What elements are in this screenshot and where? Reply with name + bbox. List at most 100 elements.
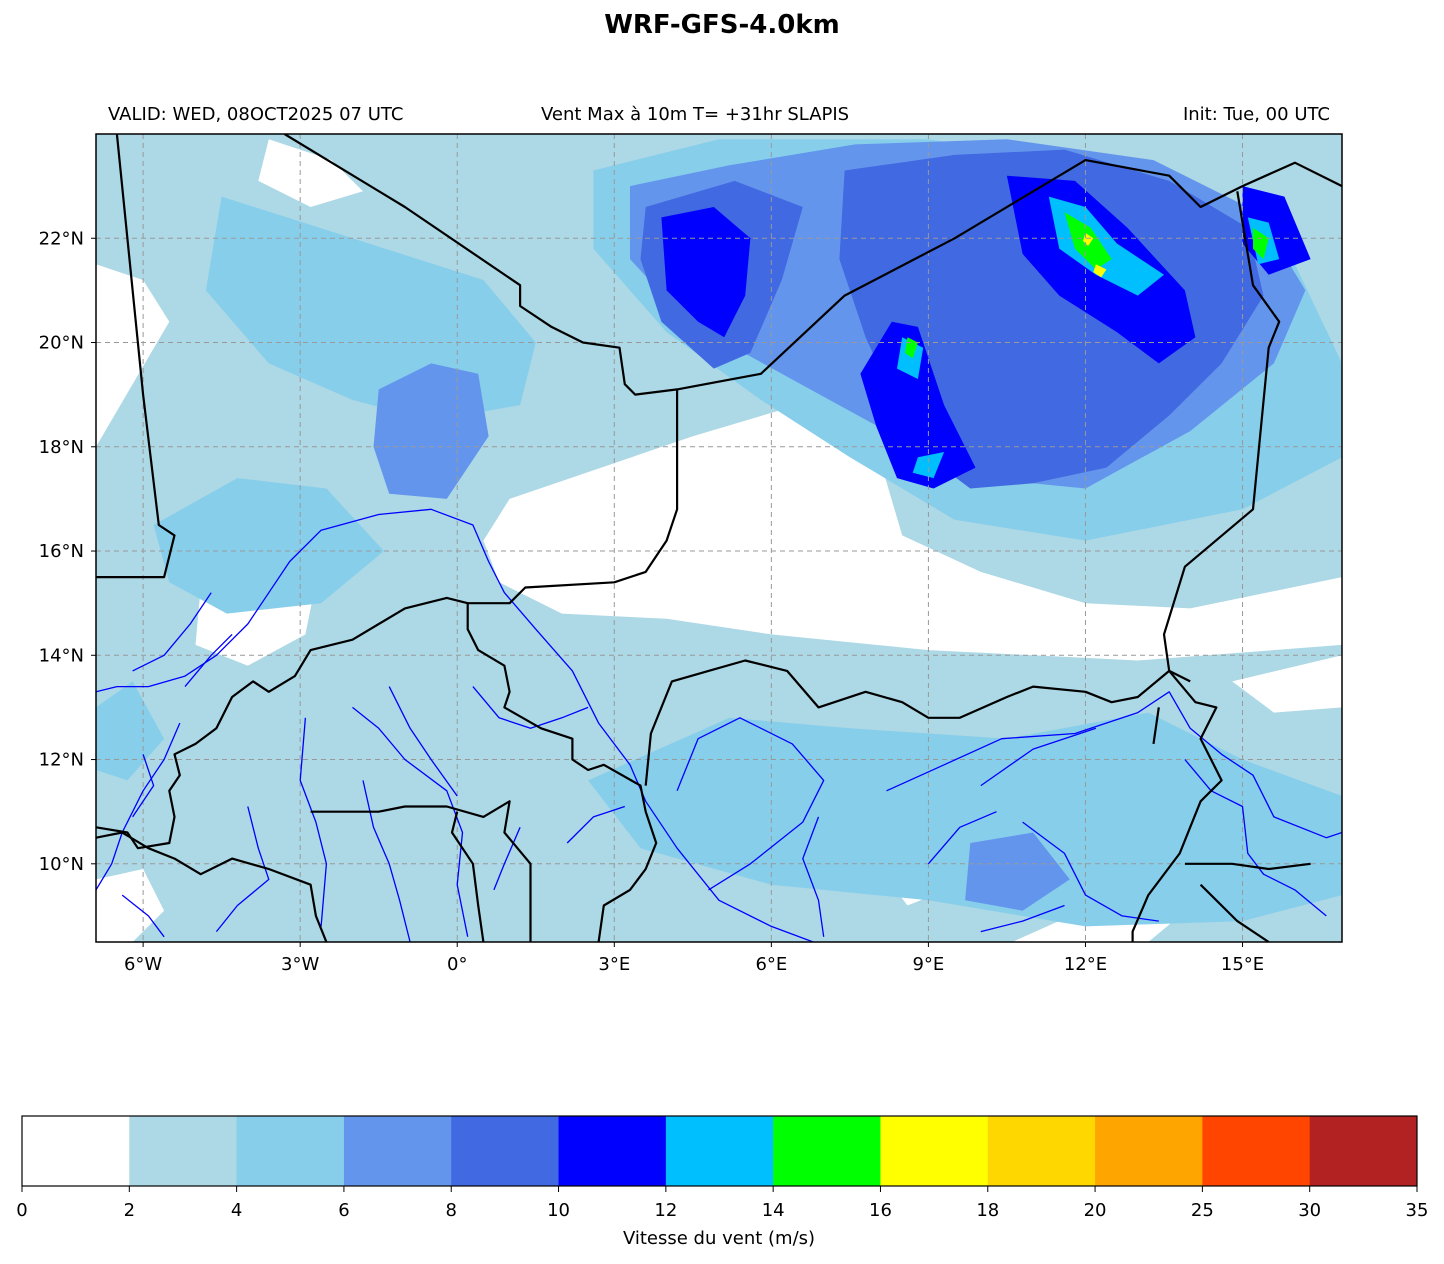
wind-band-12-14 <box>912 452 945 479</box>
wind-band-0-2 <box>258 139 363 207</box>
country-border <box>1199 883 1270 942</box>
map-frame <box>95 133 1343 943</box>
country-border <box>450 811 485 942</box>
country-border <box>1131 191 1281 942</box>
lon-tick-label: 6°W <box>124 954 162 975</box>
colorbar-tick-label: 0 <box>16 1200 27 1221</box>
axis-ticks: 6°W 3°W 0° 3°E 6°E 9°E 12°E 15°E 10°N 12°N 14°N 16°… <box>39 228 1265 975</box>
river-line <box>676 717 825 891</box>
wind-band-0-2 <box>96 264 170 447</box>
colorbar-segment <box>22 1116 130 1186</box>
river-line <box>927 811 997 865</box>
river-line <box>472 686 589 729</box>
country-border <box>96 389 679 850</box>
lon-tick-label: 15°E <box>1221 954 1264 975</box>
lat-tick-label: 10°N <box>39 854 84 875</box>
colorbar-segment <box>987 1116 1096 1186</box>
river-line <box>980 904 1065 933</box>
colorbar-tick-label: 2 <box>124 1200 135 1221</box>
river-line <box>493 827 521 891</box>
lat-tick-label: 12°N <box>39 750 84 771</box>
lon-tick-label: 3°E <box>598 954 630 975</box>
colorbar-segment <box>665 1116 774 1186</box>
lat-tick-label: 20°N <box>39 333 84 354</box>
wind-band-4-6 <box>96 681 165 781</box>
river-line <box>184 633 233 688</box>
river-line <box>132 592 212 672</box>
colorbar-segment <box>129 1116 238 1186</box>
river-line <box>121 894 165 938</box>
river-line <box>352 706 469 937</box>
wind-band-6-8 <box>965 832 1070 911</box>
country-border <box>310 800 532 942</box>
river-line <box>388 686 458 797</box>
wind-band-0-2 <box>96 869 165 942</box>
colorbar-segment <box>343 1116 452 1186</box>
wind-speed-field <box>96 134 1342 942</box>
wind-band-0-2 <box>483 405 1342 661</box>
river-line <box>802 816 825 937</box>
lon-tick-label: 3°W <box>281 954 319 975</box>
wind-band-12-14 <box>897 337 924 379</box>
colorbar-segment <box>773 1116 881 1186</box>
colorbar-tick-label: 8 <box>446 1200 457 1221</box>
lat-tick-label: 22°N <box>39 228 84 249</box>
map-plot-area <box>96 134 1342 942</box>
init-time-label: Init: Tue, 00 UTC <box>1182 104 1330 125</box>
valid-time-label: VALID: WED, 08OCT2025 07 UTC <box>108 104 404 125</box>
country-border <box>466 603 658 942</box>
river-line <box>96 722 181 891</box>
country-border <box>1152 707 1160 745</box>
wind-band-10-12 <box>661 207 751 338</box>
river-line <box>980 727 1097 787</box>
river-line <box>886 691 1342 839</box>
colorbar-segment <box>451 1116 560 1186</box>
lon-tick-label: 12°E <box>1064 954 1107 975</box>
wind-band-0-2 <box>1232 655 1342 713</box>
figure-title: WRF-GFS-4.0km <box>604 10 840 40</box>
colorbar-tick-label: 35 <box>1406 1200 1429 1221</box>
lat-tick-label: 16°N <box>39 541 84 562</box>
wind-band-4-6 <box>153 478 384 614</box>
colorbar-frame <box>21 1115 1418 1187</box>
field-description-label: Vent Max à 10m T= +31hr SLAPIS <box>541 104 850 125</box>
colorbar-tick-label: 18 <box>976 1200 999 1221</box>
colorbar-tick-label: 14 <box>762 1200 785 1221</box>
colorbar-segment <box>558 1116 667 1186</box>
river-line <box>215 806 270 933</box>
country-border <box>96 831 328 942</box>
river-line <box>566 805 626 844</box>
colorbar-segment <box>1202 1116 1311 1186</box>
wind-band-14-16 <box>1253 227 1269 260</box>
wind-band-4-6 <box>205 196 536 421</box>
colorbar-tick-label: 12 <box>654 1200 677 1221</box>
country-border <box>1184 862 1311 871</box>
country-border <box>644 659 1191 786</box>
wind-band-8-10 <box>839 149 1264 489</box>
lon-tick-label: 9°E <box>912 954 944 975</box>
colorbar-segment <box>1309 1116 1418 1186</box>
colorbar-label: Vitesse du vent (m/s) <box>623 1228 815 1249</box>
lat-tick-label: 14°N <box>39 645 84 666</box>
colorbar-tick-label: 25 <box>1191 1200 1214 1221</box>
colorbar-tick-label: 30 <box>1298 1200 1321 1221</box>
colorbar-tick-label: 16 <box>869 1200 892 1221</box>
river-line <box>299 717 328 927</box>
colorbar-segment <box>1095 1116 1203 1186</box>
river-line <box>132 754 155 818</box>
lon-tick-label: 0° <box>447 954 467 975</box>
wind-band-4-6 <box>588 712 1342 927</box>
colorbar-tick-label: 20 <box>1084 1200 1107 1221</box>
colorbar-segment <box>880 1116 989 1186</box>
colorbar: 0 2 4 6 8 10 12 14 16 18 20 25 30 35 <box>16 1115 1429 1221</box>
country-border <box>96 134 176 579</box>
wind-band-16-18 <box>1093 264 1107 278</box>
colorbar-tick-label: 10 <box>547 1200 570 1221</box>
river-line <box>96 685 149 693</box>
country-borders-layer <box>96 134 1342 942</box>
colorbar-segment <box>236 1116 345 1186</box>
river-line <box>148 508 814 942</box>
river-line <box>1022 821 1159 922</box>
lat-tick-label: 18°N <box>39 437 84 458</box>
